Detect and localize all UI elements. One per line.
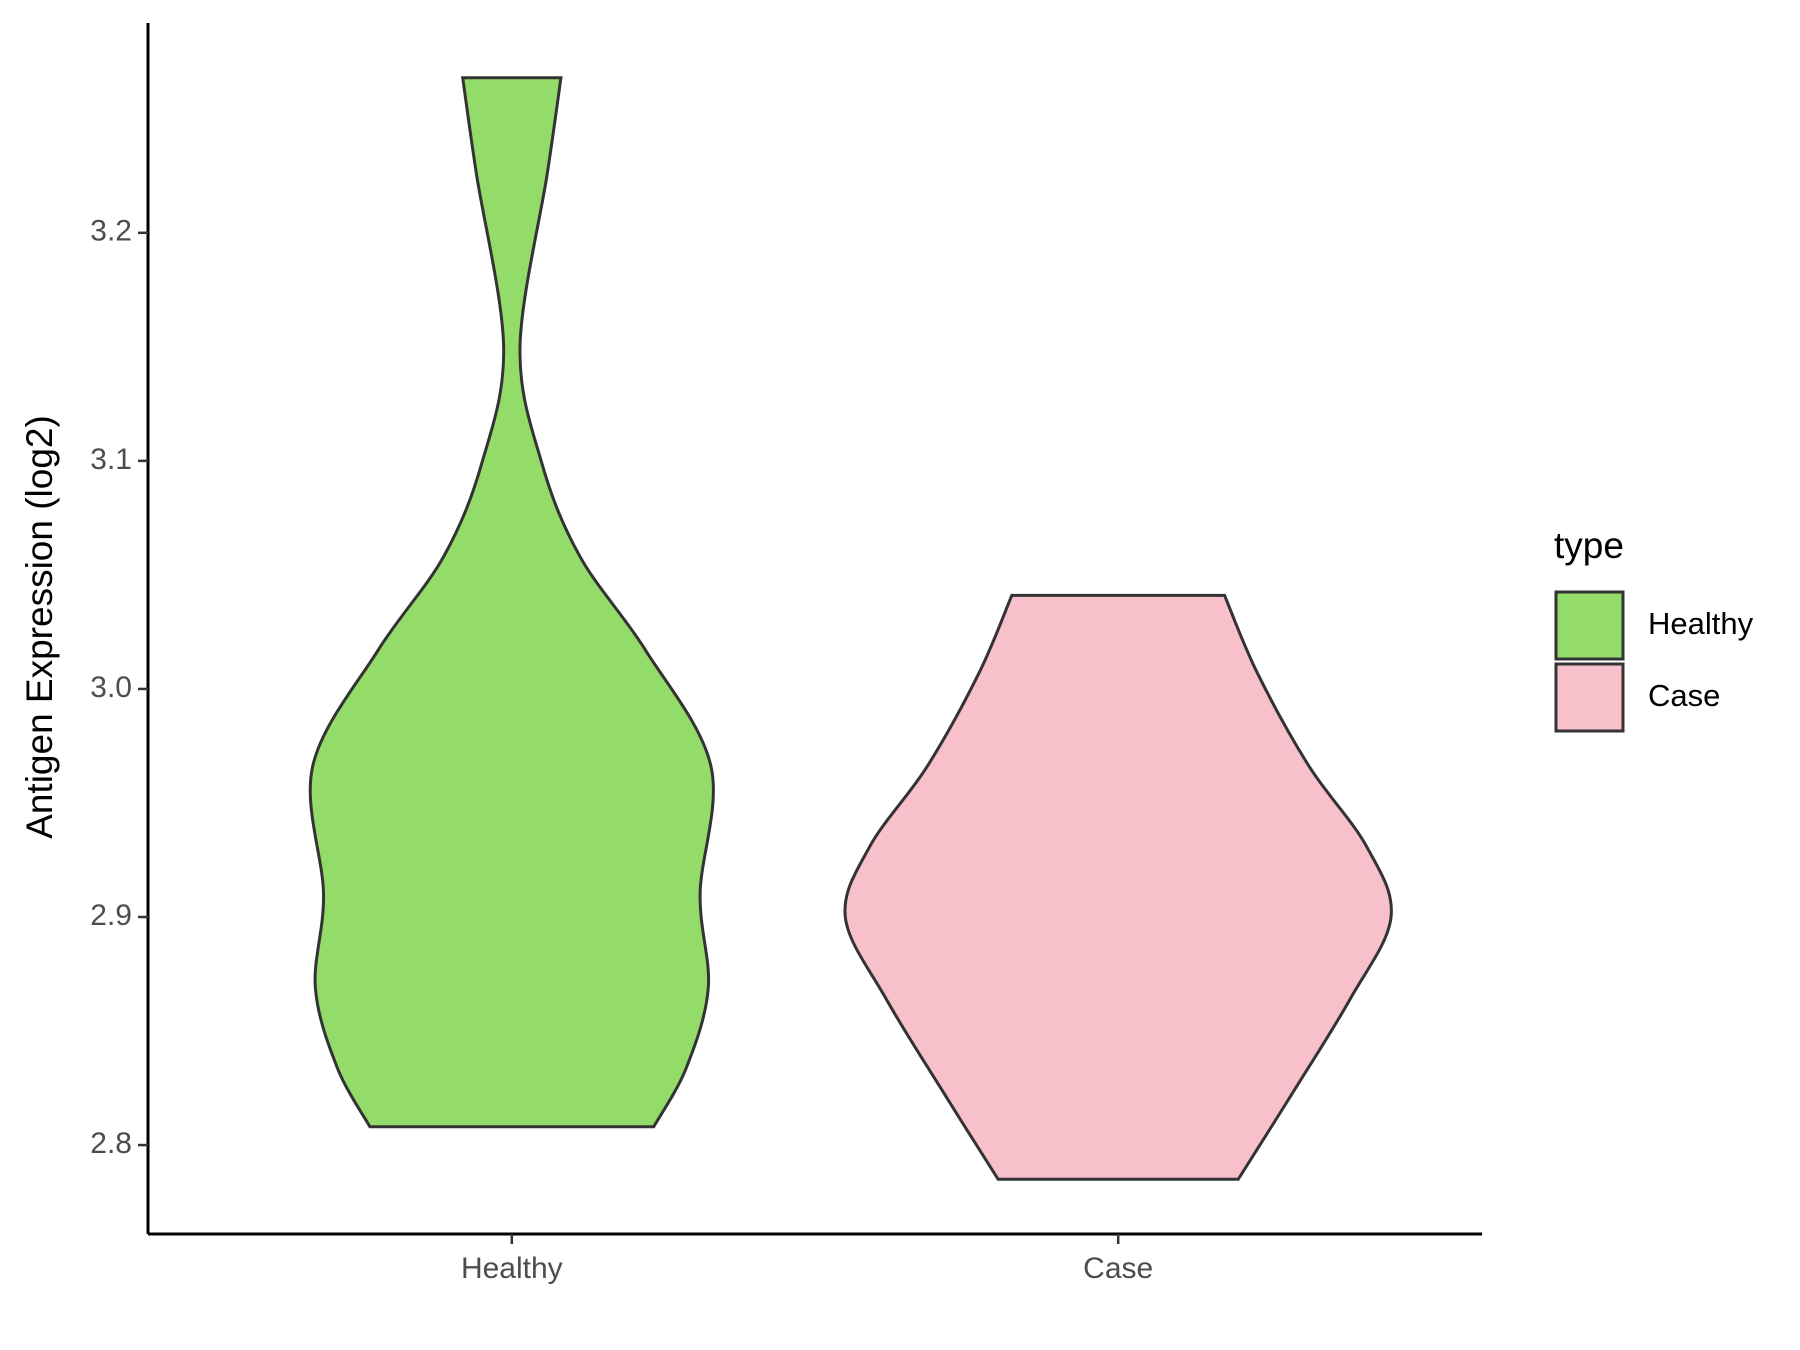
legend-title: type	[1554, 525, 1624, 566]
y-tick-label: 2.8	[90, 1127, 132, 1160]
legend-key	[1554, 662, 1625, 733]
legend-label: Healthy	[1648, 606, 1754, 641]
x-tick-label: Case	[1083, 1252, 1153, 1285]
y-tick-label: 3.2	[90, 215, 132, 248]
y-tick-label: 3.0	[90, 671, 132, 704]
legend-label: Case	[1648, 678, 1720, 713]
y-tick-label: 2.9	[90, 899, 132, 932]
x-tick-label: Healthy	[461, 1252, 563, 1285]
legend-key	[1554, 590, 1625, 661]
violin	[843, 593, 1393, 1181]
y-tick-label: 3.1	[90, 443, 132, 476]
y-axis-title: Antigen Expression (log2)	[19, 415, 60, 839]
violin	[308, 76, 715, 1129]
